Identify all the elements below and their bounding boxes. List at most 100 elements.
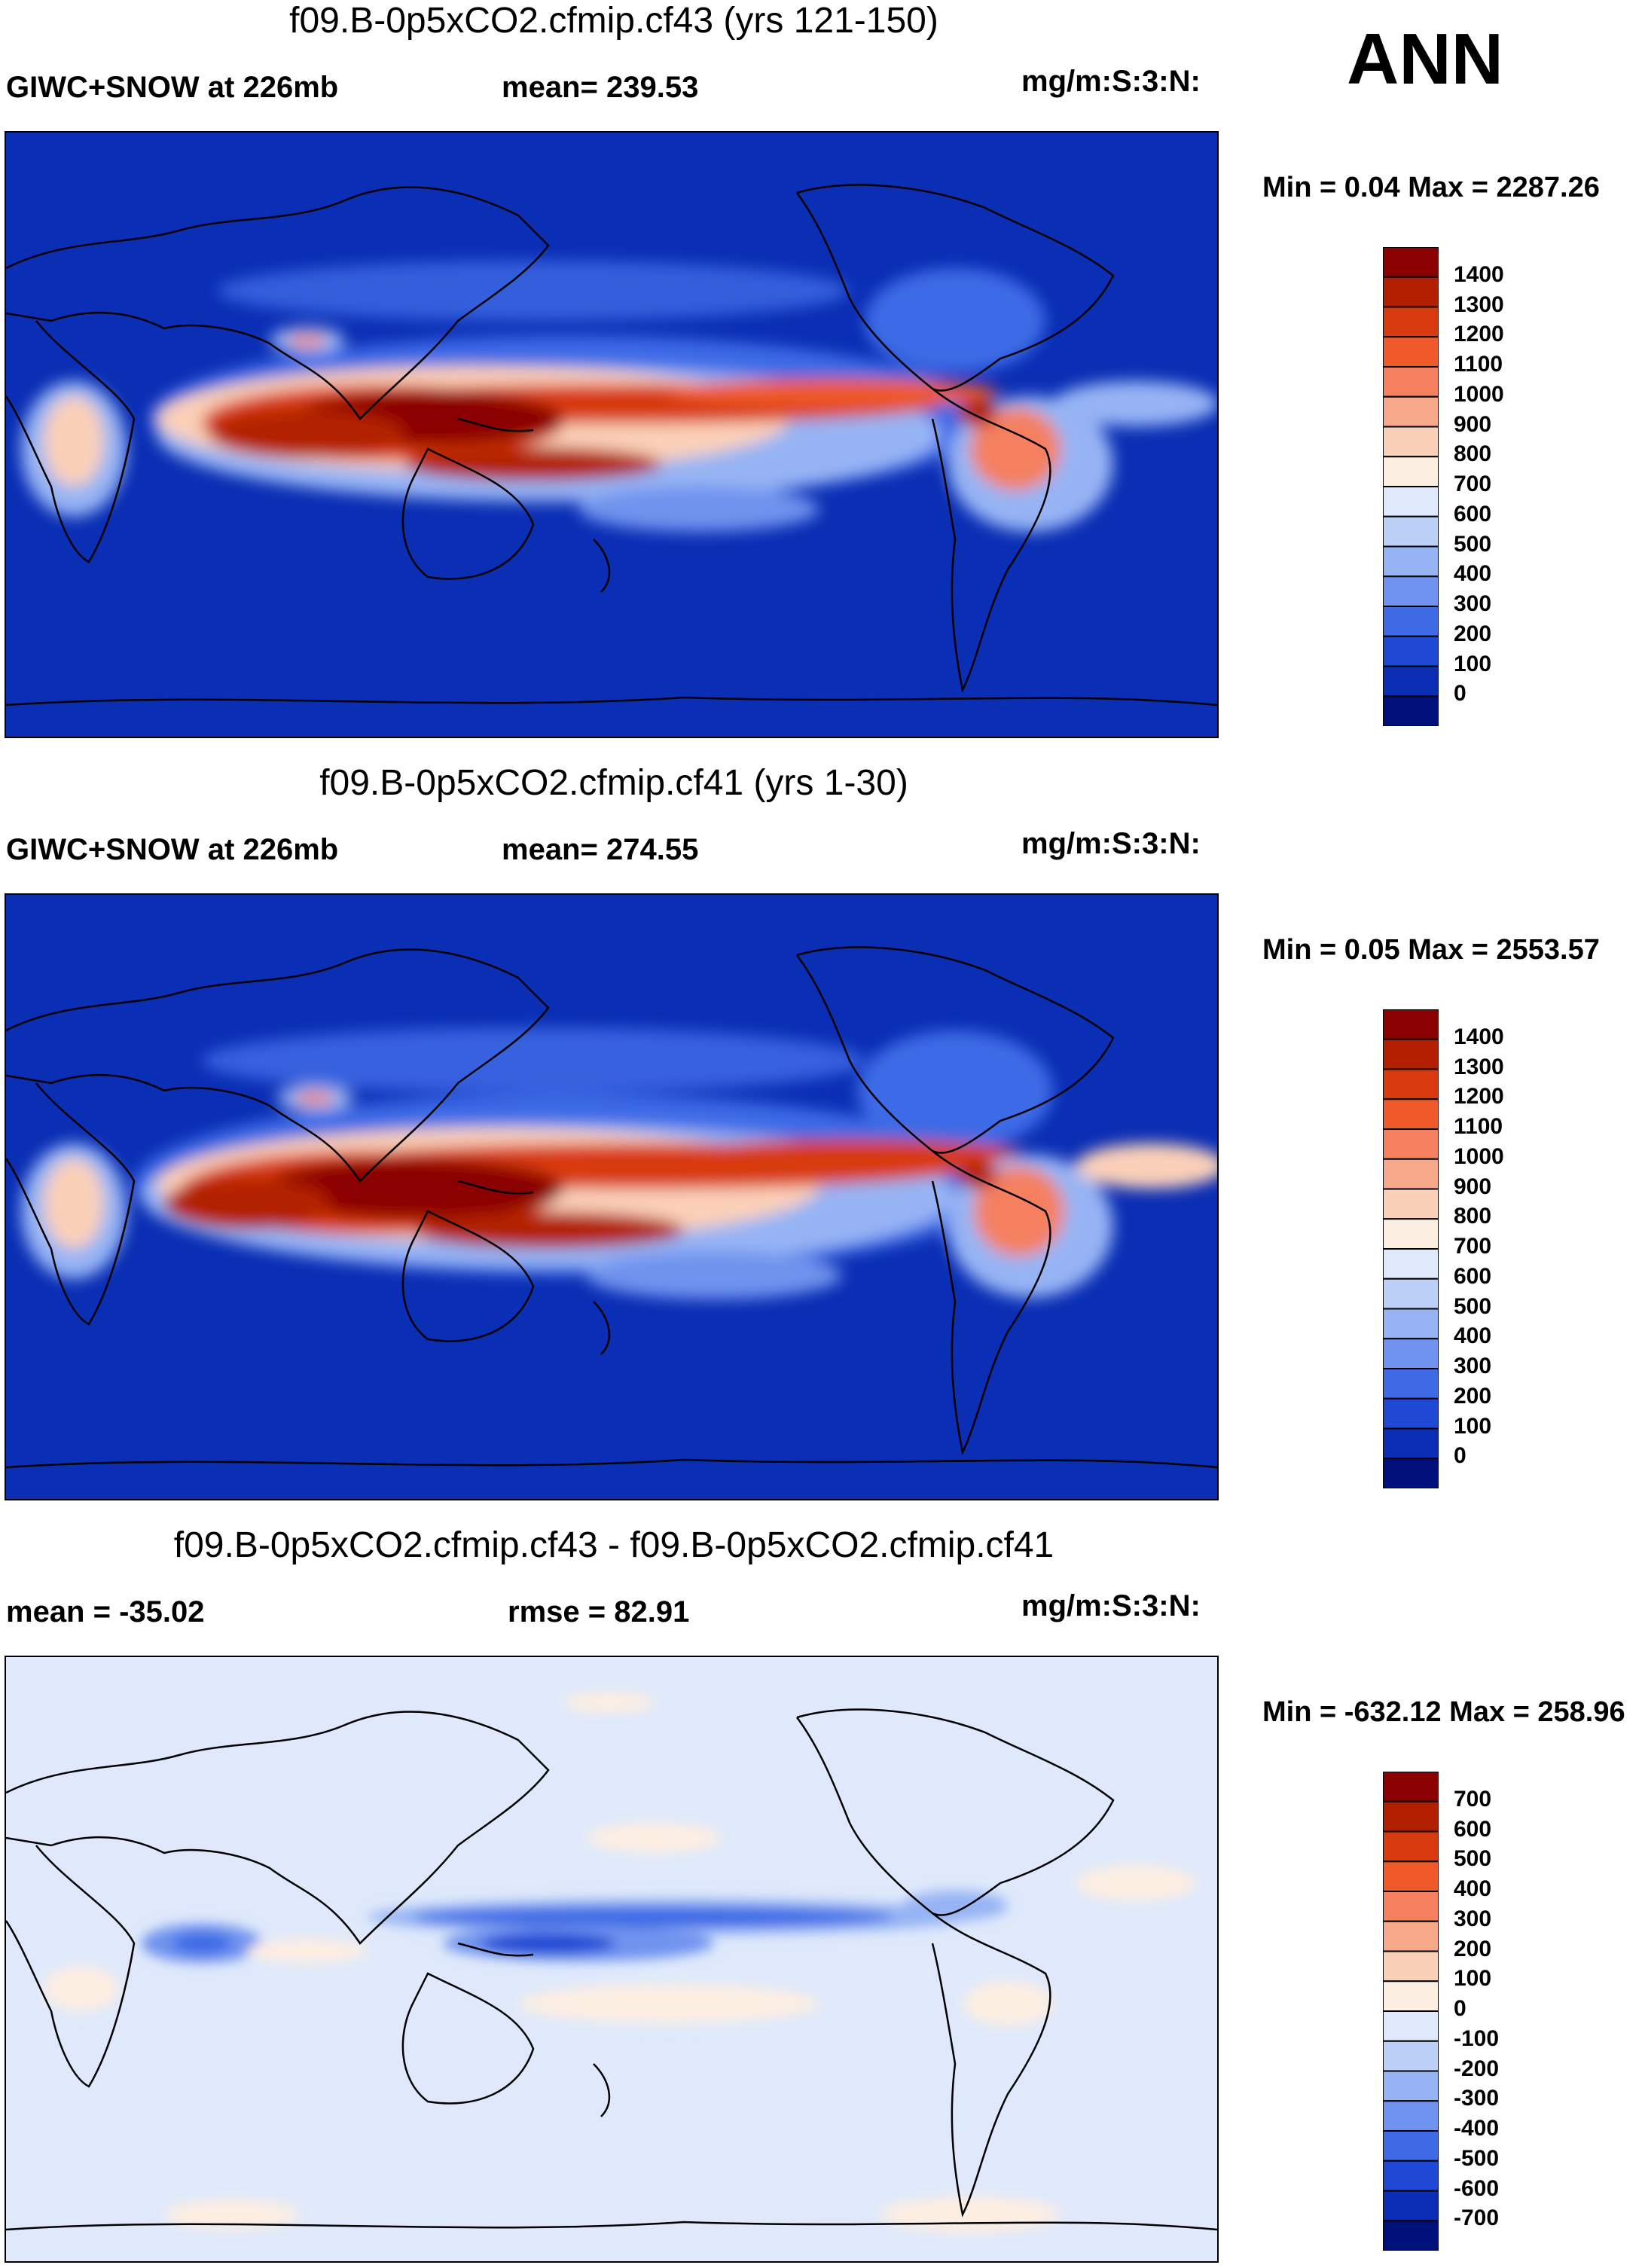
panel1-map [5,131,1219,738]
panel2-colorbar-svg [1382,1009,1439,1489]
colorbar-swatch [1382,1098,1439,1130]
panel3-units-label: mg/m:S:3:N: [1021,1589,1201,1622]
colorbar-tick-label: 100 [1454,1966,1492,1992]
colorbar-swatch [1382,366,1439,398]
colorbar-tick-label: 1000 [1454,1143,1504,1169]
panel2-minmax-label: Min = 0.05 Max = 2553.57 [1262,934,1600,966]
panel1-colorbar-svg [1382,246,1439,727]
colorbar-tick-label: 800 [1454,1204,1492,1229]
colorbar-swatch [1382,1277,1439,1310]
panel1-title: f09.B-0p5xCO2.cfmip.cf43 (yrs 121-150) [289,1,938,41]
colorbar-swatch [1382,1920,1439,1952]
colorbar-tick-label: 700 [1454,472,1492,496]
panel2-units-label: mg/m:S:3:N: [1021,827,1201,860]
panel1-minmax-label: Min = 0.04 Max = 2287.26 [1262,172,1600,203]
season-label: ANN [1347,19,1503,99]
colorbar-swatch [1382,606,1439,637]
colorbar-swatch [1382,1427,1439,1460]
panel1-units-label: mg/m:S:3:N: [1021,65,1201,98]
colorbar-swatch [1382,246,1439,278]
colorbar-swatch [1382,1128,1439,1160]
colorbar-swatch [1382,1009,1439,1040]
colorbar-swatch [1382,2160,1439,2192]
colorbar-tick-label: 1000 [1454,381,1504,407]
colorbar-swatch [1382,2190,1439,2222]
colorbar-tick-label: -500 [1454,2145,1500,2171]
colorbar-swatch [1382,336,1439,368]
panel3-minmax-label: Min = -632.12 Max = 258.96 [1262,1696,1625,1728]
colorbar-swatch [1382,1891,1439,1922]
panel3-map-svg [6,1657,1217,2261]
colorbar-swatch [1382,1038,1439,1070]
colorbar-swatch [1382,1068,1439,1100]
colorbar-swatch [1382,2010,1439,2042]
panel3-colorbar-labels: 700 600 500 400 300 200 100 0 -100 -200 -300 -400 -5… [1454,1772,1544,2251]
colorbar-tick-label: 500 [1454,531,1492,557]
colorbar-swatch [1382,1950,1439,1983]
colorbar-tick-label: 700 [1454,1786,1492,1812]
colorbar-swatch [1382,545,1439,578]
colorbar-tick-label: 0 [1454,1443,1466,1469]
colorbar-tick-label: 200 [1454,621,1492,646]
panel3-mean-label: mean = -35.02 [6,1595,205,1629]
colorbar-tick-label: 400 [1454,561,1492,587]
panel1-colorbar [1382,246,1439,730]
colorbar-tick-label: -300 [1454,2086,1500,2111]
colorbar-swatch [1382,1397,1439,1430]
colorbar-tick-label: 300 [1454,1354,1492,1378]
colorbar-tick-label: 700 [1454,1234,1492,1259]
colorbar-swatch [1382,1308,1439,1340]
colorbar-tick-label: 600 [1454,1263,1492,1289]
colorbar-swatch [1382,1771,1439,1802]
colorbar-tick-label: 0 [1454,1996,1466,2021]
colorbar-swatch [1382,486,1439,517]
colorbar-tick-label: 1100 [1454,1114,1503,1139]
colorbar-tick-label: 500 [1454,1846,1492,1872]
colorbar-tick-label: -700 [1454,2205,1500,2231]
colorbar-swatch [1382,1980,1439,2012]
colorbar-tick-label: 0 [1454,681,1466,707]
colorbar-swatch [1382,395,1439,428]
colorbar-tick-label: 1400 [1454,261,1504,287]
colorbar-tick-label: 200 [1454,1936,1492,1961]
colorbar-swatch [1382,2070,1439,2102]
panel2-mean-label: mean= 274.55 [502,833,699,866]
panel3-colorbar [1382,1771,1439,2254]
colorbar-swatch [1382,426,1439,458]
panel2-coastlines [6,946,1217,1469]
colorbar-swatch [1382,575,1439,607]
colorbar-swatch [1382,1218,1439,1250]
colorbar-tick-label: 900 [1454,1174,1492,1199]
panel1-field-blobs [21,261,1217,532]
panel1-colorbar-labels: 1400 1300 1200 1100 1000 900 800 700 600 500 400 30… [1454,247,1544,726]
colorbar-swatch [1382,276,1439,308]
panel2-title: f09.B-0p5xCO2.cfmip.cf41 (yrs 1-30) [319,763,908,803]
colorbar-swatch [1382,1248,1439,1280]
panel2-map-svg [6,895,1217,1499]
panel1-coastlines [6,184,1217,707]
colorbar-tick-label: 600 [1454,1816,1492,1842]
panel2-map [5,893,1219,1500]
panel2-field-blobs [21,1027,1217,1299]
colorbar-tick-label: 300 [1454,1906,1492,1931]
panel3-map [5,1656,1219,2263]
panel2-colorbar-labels: 1400 1300 1200 1100 1000 900 800 700 600 500 400 30… [1454,1009,1544,1488]
colorbar-swatch [1382,635,1439,667]
colorbar-tick-label: 300 [1454,591,1492,616]
panel3-coastlines [6,1708,1217,2231]
colorbar-swatch [1382,1860,1439,1892]
colorbar-tick-label: 1200 [1454,322,1504,347]
panel3-field-blobs [44,1692,1196,2233]
colorbar-tick-label: 800 [1454,441,1492,467]
colorbar-swatch [1382,306,1439,338]
colorbar-swatch [1382,1368,1439,1400]
colorbar-tick-label: -400 [1454,2116,1500,2141]
colorbar-tick-label: 600 [1454,501,1492,527]
colorbar-swatch [1382,2040,1439,2072]
colorbar-swatch [1382,1188,1439,1220]
colorbar-tick-label: 500 [1454,1293,1492,1319]
panel3-colorbar-svg [1382,1771,1439,2251]
colorbar-swatch [1382,2220,1439,2251]
panel2-colorbar [1382,1009,1439,1492]
panel3-title: f09.B-0p5xCO2.cfmip.cf43 - f09.B-0p5xCO2… [173,1525,1054,1565]
